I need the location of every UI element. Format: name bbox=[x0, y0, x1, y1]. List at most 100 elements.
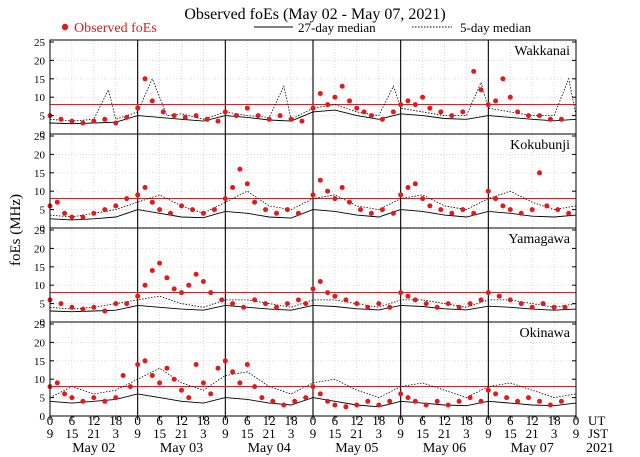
observed-point bbox=[149, 98, 155, 104]
panel-kokubunji: 0 5 10 15 20 25 Kokubunji bbox=[34, 131, 577, 235]
legend-median27-label: 27-day median bbox=[298, 20, 376, 35]
observed-point bbox=[142, 185, 148, 190]
jst-tick-label: 21 bbox=[87, 426, 100, 441]
observed-point bbox=[347, 98, 352, 104]
observed-point bbox=[62, 210, 68, 216]
y-tick-label: 5 bbox=[40, 393, 46, 405]
ut-tick-label: 12 bbox=[350, 413, 363, 428]
observed-point bbox=[449, 113, 455, 119]
kokubunji-median5-line bbox=[49, 190, 577, 218]
observed-point bbox=[252, 199, 258, 205]
observed-point bbox=[190, 207, 195, 213]
ut-tick-label: 0 bbox=[222, 413, 229, 428]
observed-point bbox=[347, 199, 352, 205]
observed-point bbox=[310, 286, 316, 292]
observed-point bbox=[80, 214, 86, 220]
jst-tick-label: 3 bbox=[288, 426, 295, 441]
observed-point bbox=[91, 118, 97, 124]
observed-point bbox=[244, 105, 250, 111]
observed-point bbox=[325, 290, 331, 296]
okinawa-median27-line bbox=[49, 393, 577, 408]
jst-tick-label: 9 bbox=[485, 426, 492, 441]
jst-tick-label: 15 bbox=[504, 426, 517, 441]
kokubunji-observed-points bbox=[47, 166, 572, 220]
ut-tick-label: 0 bbox=[134, 413, 141, 428]
okinawa-median5-line bbox=[49, 367, 577, 399]
observed-point bbox=[252, 297, 258, 303]
jst-tick-label: 15 bbox=[416, 426, 429, 441]
observed-point bbox=[164, 275, 170, 281]
observed-point bbox=[460, 207, 466, 213]
observed-point bbox=[387, 398, 393, 404]
jst-tick-label: 3 bbox=[463, 426, 470, 441]
jst-tick-label: 3 bbox=[200, 426, 207, 441]
ut-tick-label: 12 bbox=[87, 413, 100, 428]
jst-tick-label: 15 bbox=[65, 426, 78, 441]
observed-point bbox=[281, 402, 287, 408]
observed-point bbox=[288, 116, 294, 122]
observed-point bbox=[102, 116, 108, 122]
observed-point bbox=[317, 391, 323, 397]
observed-point bbox=[405, 293, 411, 299]
legend-median5-label: 5-day median bbox=[460, 20, 532, 35]
observed-point bbox=[467, 395, 473, 401]
station-label-wakkanai: Wakkanai bbox=[514, 44, 570, 59]
observed-point bbox=[193, 113, 199, 119]
day-label: May 05 bbox=[335, 441, 378, 456]
observed-point bbox=[358, 207, 363, 213]
observed-point bbox=[332, 94, 338, 100]
wakkanai-median27-line bbox=[49, 109, 577, 125]
observed-point bbox=[526, 395, 531, 401]
observed-point bbox=[398, 102, 404, 108]
observed-point bbox=[376, 301, 382, 307]
observed-point bbox=[127, 384, 133, 390]
observed-point bbox=[507, 207, 513, 213]
observed-point bbox=[478, 398, 484, 404]
observed-point bbox=[398, 391, 404, 397]
jst-tick-label: 21 bbox=[526, 426, 539, 441]
observed-point bbox=[368, 113, 374, 119]
observed-point bbox=[204, 116, 210, 122]
observed-point bbox=[515, 109, 521, 115]
observed-point bbox=[390, 109, 396, 115]
observed-point bbox=[124, 196, 130, 202]
observed-point bbox=[164, 365, 170, 371]
observed-point bbox=[438, 109, 444, 115]
observed-point bbox=[343, 404, 349, 410]
panel-okinawa: 0 5 10 15 20 25 Okinawa bbox=[34, 319, 577, 423]
day-label: May 02 bbox=[72, 441, 115, 456]
observed-point bbox=[259, 395, 265, 401]
observed-point bbox=[555, 207, 561, 213]
observed-point bbox=[529, 304, 535, 310]
y-tick-label: 20 bbox=[34, 337, 46, 349]
observed-point bbox=[343, 297, 349, 303]
observed-point bbox=[427, 203, 433, 209]
observed-point bbox=[135, 105, 141, 111]
observed-point bbox=[69, 214, 75, 220]
observed-point bbox=[325, 398, 331, 404]
observed-point bbox=[124, 301, 130, 307]
y-tick-label: 10 bbox=[34, 280, 46, 292]
ut-tick-label: 18 bbox=[372, 413, 385, 428]
observed-point bbox=[412, 398, 418, 404]
x-axis-ut-label: UT bbox=[588, 413, 605, 428]
observed-point bbox=[168, 210, 173, 216]
jst-tick-label: 3 bbox=[113, 426, 120, 441]
observed-point bbox=[142, 76, 148, 82]
observed-point bbox=[252, 384, 258, 390]
observed-point bbox=[405, 98, 411, 104]
observed-point bbox=[230, 185, 236, 190]
observed-point bbox=[420, 196, 426, 202]
observed-point bbox=[500, 203, 506, 209]
observed-point bbox=[449, 210, 455, 216]
observed-point bbox=[485, 102, 491, 108]
observed-point bbox=[277, 113, 283, 119]
observed-point bbox=[263, 301, 268, 307]
observed-point bbox=[171, 113, 177, 119]
jst-tick-label: 3 bbox=[551, 426, 558, 441]
observed-point bbox=[445, 402, 451, 408]
observed-point bbox=[478, 87, 484, 93]
observed-point bbox=[80, 306, 86, 312]
observed-point bbox=[412, 297, 418, 303]
observed-point bbox=[317, 91, 323, 96]
